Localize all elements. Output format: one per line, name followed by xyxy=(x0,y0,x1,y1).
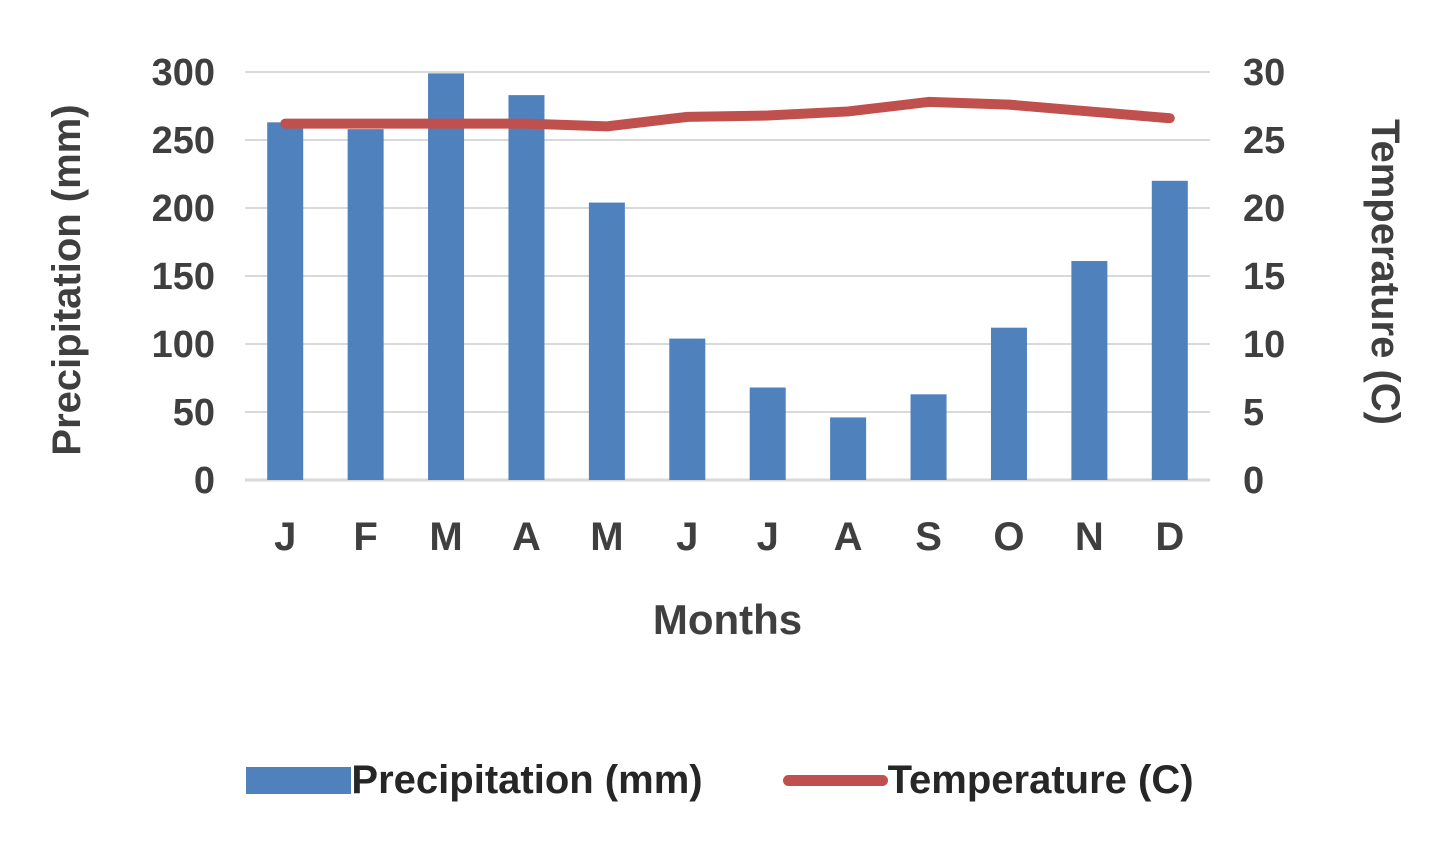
left-axis-tick-label: 200 xyxy=(152,188,215,230)
precipitation-bar-A-4 xyxy=(508,95,545,481)
precipitation-bar-O-10 xyxy=(990,327,1027,480)
precipitation-bar-J-7 xyxy=(749,387,786,480)
precipitation-bar-M-3 xyxy=(428,73,465,481)
precipitation-bar-D-12 xyxy=(1151,180,1188,481)
precipitation-legend-swatch xyxy=(246,766,352,794)
right-axis-tick-label: 25 xyxy=(1243,120,1285,162)
month-label-S-9: S xyxy=(915,515,942,559)
combo-chart-canvas: 0 50 100 150 200 250 300 0 5 10 15 20 25 30 J F M A M J J A S O… xyxy=(45,52,1407,643)
precipitation-bar-M-5 xyxy=(588,202,625,480)
right-axis-tick-label: 15 xyxy=(1243,256,1285,298)
precipitation-bar-N-11 xyxy=(1071,261,1108,480)
month-label-O-10: O xyxy=(993,515,1024,559)
month-label-J-6: J xyxy=(676,515,698,559)
month-label-A-8: A xyxy=(834,515,863,559)
month-label-F-2: F xyxy=(353,515,377,559)
left-axis-tick-label: 150 xyxy=(152,256,215,298)
left-axis-tick-label: 250 xyxy=(152,120,215,162)
legend-item-temperature: Temperature (C) xyxy=(782,757,1194,803)
temperature-line xyxy=(280,96,1175,132)
month-label-J-1: J xyxy=(274,515,296,559)
left-axis-tick-label: 0 xyxy=(194,460,215,502)
left-axis-title: Precipitation (mm) xyxy=(45,104,89,455)
month-label-D-12: D xyxy=(1155,515,1184,559)
right-axis-tick-label: 5 xyxy=(1243,392,1264,434)
right-axis-tick-label: 10 xyxy=(1243,324,1285,366)
right-axis-tick-label: 0 xyxy=(1243,460,1264,502)
precipitation-bar-J-6 xyxy=(669,338,706,480)
month-label-M-3: M xyxy=(429,515,462,559)
right-axis-tick-label: 20 xyxy=(1243,188,1285,230)
month-label-N-11: N xyxy=(1075,515,1104,559)
month-label-M-5: M xyxy=(590,515,623,559)
precipitation-bar-S-9 xyxy=(910,394,947,480)
x-axis-title: Months xyxy=(653,596,802,643)
legend-item-precipitation: Precipitation (mm) xyxy=(246,757,703,803)
temperature-legend-swatch xyxy=(782,774,888,786)
precipitation-bar-F-2 xyxy=(347,129,384,480)
precipitation-bar-A-8 xyxy=(830,417,867,480)
left-axis-tick-label: 300 xyxy=(152,52,215,94)
precipitation-legend-label: Precipitation (mm) xyxy=(351,757,703,802)
left-axis-tick-label: 100 xyxy=(152,324,215,366)
month-label-A-4: A xyxy=(512,515,541,559)
right-axis-title: Temperature (C) xyxy=(1363,119,1407,425)
precipitation-bar-J-1 xyxy=(267,122,304,480)
chart-legend: Precipitation (mm) Temperature (C) xyxy=(0,748,1440,812)
temperature-legend-label: Temperature (C) xyxy=(887,757,1194,802)
month-label-J-7: J xyxy=(757,515,779,559)
right-axis-tick-label: 30 xyxy=(1243,52,1285,94)
left-axis-tick-label: 50 xyxy=(173,392,215,434)
